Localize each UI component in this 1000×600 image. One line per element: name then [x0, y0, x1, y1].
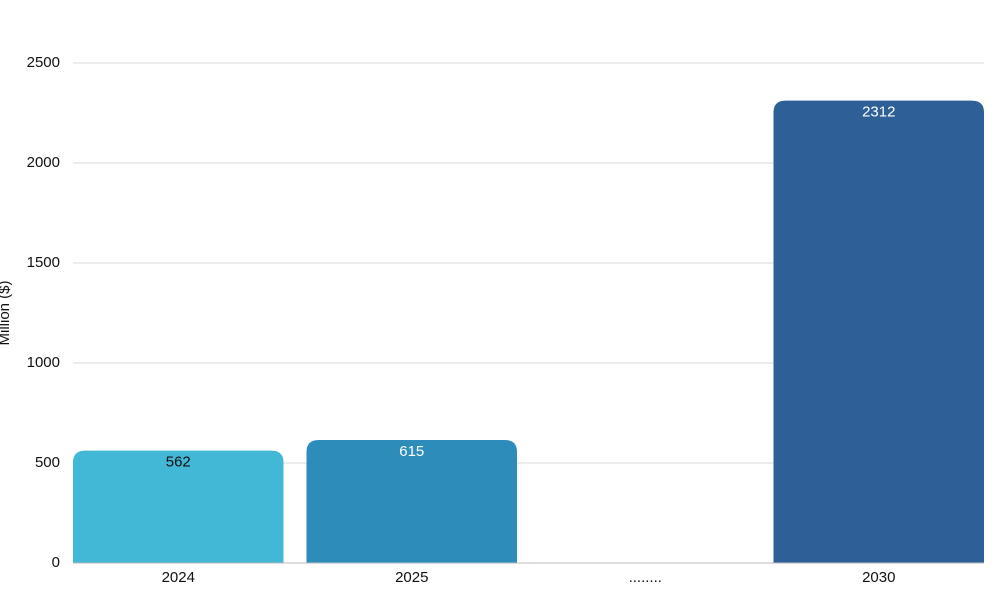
y-tick-label: 1500	[27, 254, 60, 271]
x-tick-label: 2030	[862, 569, 895, 586]
y-axis-label: Million ($)	[0, 280, 13, 345]
y-tick-label: 2500	[27, 54, 60, 71]
y-tick-label: 1000	[27, 354, 60, 371]
y-tick-label: 500	[35, 454, 60, 471]
x-tick-label: 2025	[395, 569, 428, 586]
y-tick-label: 0	[52, 554, 60, 571]
bar	[73, 450, 284, 563]
bar	[306, 440, 517, 563]
value-label: 562	[166, 454, 191, 471]
value-label: 615	[399, 443, 424, 460]
y-tick-label: 2000	[27, 154, 60, 171]
x-tick-label: ........	[629, 569, 662, 586]
bar	[773, 100, 984, 563]
value-label: 2312	[862, 104, 895, 121]
x-tick-label: 2024	[162, 569, 195, 586]
